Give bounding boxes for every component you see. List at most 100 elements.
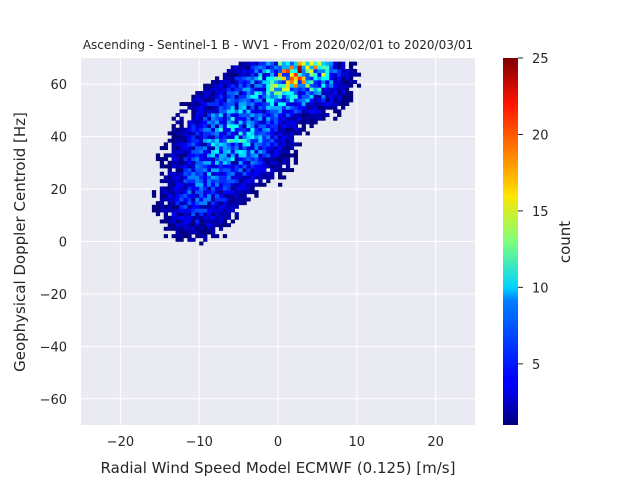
heatmap-cell xyxy=(199,193,204,198)
heatmap-cell xyxy=(321,116,326,121)
heatmap-cell xyxy=(270,105,275,110)
heatmap-cell xyxy=(226,182,232,187)
heatmap-cell xyxy=(333,80,338,84)
heatmap-cell xyxy=(155,157,161,162)
heatmap-cell xyxy=(274,120,279,125)
heatmap-cell xyxy=(285,164,291,169)
heatmap-cell xyxy=(278,149,283,154)
heatmap-cell xyxy=(333,116,338,121)
heatmap-cell xyxy=(262,120,267,125)
heatmap-cell xyxy=(222,142,228,147)
heatmap-cell xyxy=(171,193,176,198)
heatmap-cell xyxy=(222,208,228,213)
heatmap-cell xyxy=(329,69,334,73)
heatmap-cell xyxy=(274,157,279,162)
heatmap-cell xyxy=(151,193,157,198)
heatmap-cell xyxy=(159,204,165,209)
heatmap-cell xyxy=(203,116,208,121)
heatmap-cell xyxy=(254,168,259,173)
heatmap-cell xyxy=(222,105,228,110)
heatmap-cell xyxy=(352,72,358,77)
heatmap-cell xyxy=(258,135,263,140)
heatmap-cell xyxy=(356,72,362,77)
heatmap-cell xyxy=(293,149,298,154)
heatmap-cell xyxy=(195,160,200,165)
heatmap-cell xyxy=(281,98,287,103)
heatmap-cell xyxy=(183,157,188,162)
heatmap-cell xyxy=(163,226,168,231)
heatmap-cell xyxy=(163,153,168,158)
heatmap-cell xyxy=(262,105,267,110)
heatmap-cell xyxy=(203,83,208,88)
heatmap-cell xyxy=(218,138,224,143)
heatmap-cell xyxy=(214,83,220,88)
heatmap-cell xyxy=(262,146,267,151)
heatmap-cell xyxy=(274,69,279,73)
heatmap-cell xyxy=(281,87,287,92)
heatmap-cell xyxy=(337,87,342,92)
heatmap-cell xyxy=(203,190,208,195)
heatmap-cell xyxy=(250,87,255,92)
heatmap-cell xyxy=(214,98,220,103)
heatmap-cell xyxy=(179,146,184,151)
heatmap-cell xyxy=(214,76,220,81)
heatmap-cell xyxy=(183,219,188,224)
heatmap-cell xyxy=(333,98,338,103)
heatmap-cell xyxy=(266,124,271,129)
heatmap-cell xyxy=(171,212,176,217)
heatmap-cell xyxy=(211,230,216,235)
heatmap-cell xyxy=(230,91,235,95)
heatmap-cell xyxy=(238,72,243,77)
heatmap-cell xyxy=(218,175,224,180)
heatmap-cell xyxy=(270,168,275,173)
heatmap-cell xyxy=(175,179,180,184)
heatmap-cell xyxy=(285,80,291,84)
heatmap-cell xyxy=(163,186,168,191)
heatmap-cell xyxy=(195,204,200,209)
heatmap-cell xyxy=(203,226,208,231)
y-tick-label: −60 xyxy=(40,393,67,408)
heatmap-cell xyxy=(305,65,310,70)
heatmap-cell xyxy=(222,223,228,228)
heatmap-cell xyxy=(254,190,259,195)
heatmap-cell xyxy=(183,230,188,235)
heatmap-cell xyxy=(293,83,298,88)
heatmap-cell xyxy=(262,113,267,118)
heatmap-cell xyxy=(187,208,192,213)
heatmap-cell xyxy=(211,131,216,136)
heatmap-cell xyxy=(238,190,243,195)
heatmap-cell xyxy=(159,201,165,206)
heatmap-cell xyxy=(266,72,271,77)
heatmap-cell xyxy=(262,94,267,99)
heatmap-cell xyxy=(250,131,255,136)
heatmap-cell xyxy=(270,72,275,77)
heatmap-cell xyxy=(242,135,247,140)
heatmap-cell xyxy=(203,171,208,176)
heatmap-cell xyxy=(270,102,275,107)
heatmap-cell xyxy=(254,116,259,121)
heatmap-cell xyxy=(187,234,192,239)
heatmap-cell xyxy=(281,61,287,66)
heatmap-cell xyxy=(199,160,204,165)
heatmap-cell xyxy=(254,171,259,176)
heatmap-cell xyxy=(293,91,298,95)
heatmap-cell xyxy=(254,83,259,88)
heatmap-cell xyxy=(238,76,243,81)
heatmap-cell xyxy=(266,116,271,121)
heatmap-cell xyxy=(199,241,204,246)
heatmap-cell xyxy=(214,193,220,198)
heatmap-cell xyxy=(270,146,275,151)
heatmap-cell xyxy=(199,204,204,209)
heatmap-cell xyxy=(171,223,176,228)
heatmap-cell xyxy=(254,69,259,73)
heatmap-cell xyxy=(203,105,208,110)
heatmap-cell xyxy=(293,124,298,129)
heatmap-cell xyxy=(195,208,200,213)
heatmap-cell xyxy=(250,190,255,195)
heatmap-cell xyxy=(238,61,243,66)
heatmap-cell xyxy=(293,94,298,99)
heatmap-cell xyxy=(175,223,180,228)
heatmap-cell xyxy=(234,76,239,81)
x-axis-ticks: −20 −10 0 10 20 xyxy=(107,435,444,450)
heatmap-cell xyxy=(333,91,338,95)
